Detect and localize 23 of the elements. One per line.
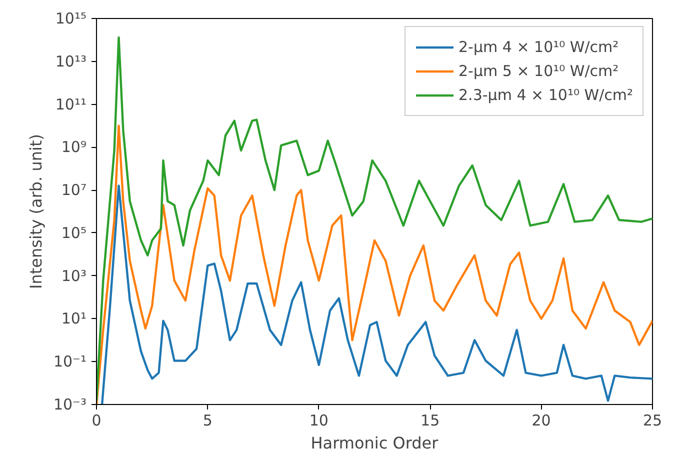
line-series [96, 36, 652, 402]
x-tick-label: 0 [92, 412, 102, 430]
x-tick-label: 5 [202, 412, 212, 430]
y-tick-label: 10¹⁵ [55, 10, 87, 28]
x-tick-label: 10 [309, 412, 328, 430]
y-tick-label: 10³ [61, 266, 87, 285]
x-tick-label: 25 [642, 412, 662, 430]
x-axis-title: Harmonic Order [310, 434, 439, 452]
y-tick-label: 10¹ [61, 310, 87, 328]
y-tick-label: 10¹¹ [55, 95, 87, 114]
x-tick-label: 20 [532, 412, 551, 430]
legend-label: 2-µm 5 × 10¹⁰ W/cm² [458, 62, 619, 80]
y-tick-label: 10⁷ [61, 181, 87, 200]
y-tick-label: 10⁹ [61, 138, 87, 156]
y-tick-label: 10⁻¹ [53, 352, 87, 371]
y-axis-title: Intensity (arb. unit) [26, 134, 46, 289]
legend-label: 2.3-µm 4 × 10¹⁰ W/cm² [458, 86, 633, 104]
x-tick-label: 15 [420, 412, 440, 430]
legend-label: 2-µm 4 × 10¹⁰ W/cm² [458, 38, 619, 56]
y-tick-label: 10⁵ [61, 224, 87, 242]
y-tick-label: 10⁻³ [53, 396, 87, 414]
y-tick-label: 10¹³ [55, 52, 87, 70]
line-series [100, 184, 652, 404]
